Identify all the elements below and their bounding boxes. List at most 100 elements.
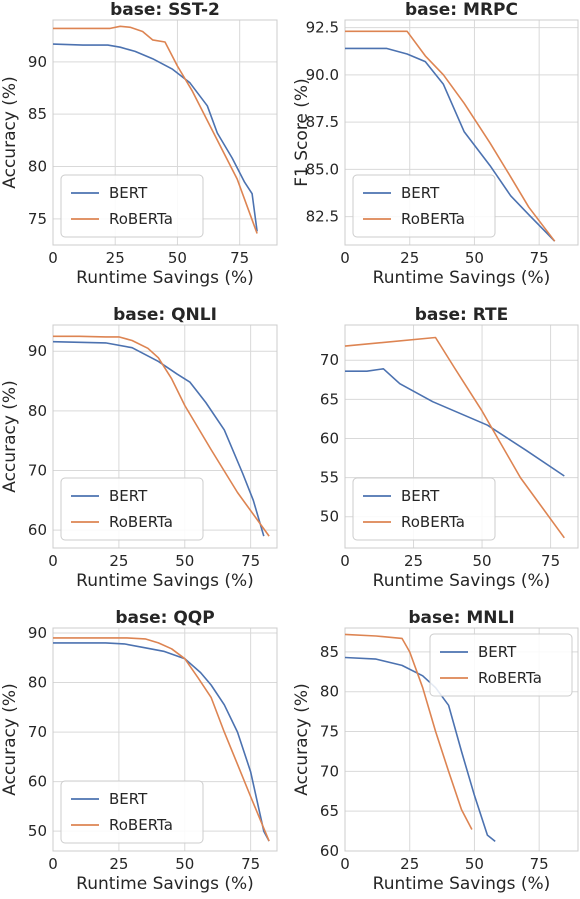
y-tick-label: 70 [28,723,47,741]
x-tick-label: 75 [241,552,260,570]
x-axis-label: Runtime Savings (%) [76,268,254,288]
y-tick-label: 80 [28,674,47,692]
legend: BERT RoBERTa [429,633,573,697]
y-tick-label: 60 [28,773,47,791]
y-axis-label: Accuracy (%) [292,683,312,795]
y-tick-label: 75 [320,723,339,741]
chart-title: base: MNLI [408,608,514,628]
legend: BERT RoBERTa [60,477,204,541]
y-tick-label: 85 [28,105,47,123]
legend-label-roberta: RoBERTa [401,210,465,228]
y-tick-label: 80 [320,683,339,701]
series-line-roberta [53,335,270,537]
x-tick-label: 0 [340,249,350,267]
series-line-bert [52,43,258,232]
x-axis-label: Runtime Savings (%) [373,874,551,894]
x-tick-label: 0 [340,855,350,873]
y-tick-label: 70 [320,762,339,780]
legend: BERT RoBERTa [60,174,204,238]
legend-label-bert: BERT [109,487,148,505]
plot-frame [52,627,278,852]
series-line-bert [53,642,270,842]
x-tick-label: 50 [175,855,194,873]
subplot-6: base: MNLI 0 25 50 75 60 65 70 75 80 85 Runtime Sav… [292,608,579,894]
y-tick-label: 90 [28,342,47,360]
x-tick-label: 50 [473,552,492,570]
legend-box [352,477,496,541]
chart-title: base: MRPC [405,0,518,20]
series-line-roberta [53,25,258,234]
x-tick-label: 25 [400,249,419,267]
x-tick-label: 50 [175,552,194,570]
y-tick-label: 60 [320,429,339,447]
chart-title: base: QQP [115,608,214,628]
plot-frame [344,324,579,549]
x-tick-label: 0 [48,855,58,873]
legend-box [352,174,496,238]
legend-label-bert: BERT [401,184,440,202]
y-tick-label: 80 [28,402,47,420]
y-tick-label: 50 [320,508,339,526]
y-tick-label: 70 [28,461,47,479]
x-tick-label: 0 [340,552,350,570]
legend-label-roberta: RoBERTa [478,669,542,687]
legend-box [60,477,204,541]
chart-title: base: QNLI [113,305,217,325]
y-tick-label: 60 [320,842,339,860]
legend-box [60,174,204,238]
y-tick-label: 75 [28,210,47,228]
chart-title: base: SST-2 [110,0,220,20]
legend-label-roberta: RoBERTa [109,210,173,228]
y-tick-label: 65 [320,390,339,408]
legend-label-roberta: RoBERTa [109,816,173,834]
y-tick-label: 70 [320,351,339,369]
legend-label-roberta: RoBERTa [401,513,465,531]
legend-label-bert: BERT [401,487,440,505]
series-line-roberta [344,633,473,830]
x-tick-label: 25 [106,249,125,267]
subplot-2: base: MRPC 0 25 50 75 82.5 85.0 87.5 90.0 92.5 Run… [292,0,579,288]
x-tick-label: 25 [400,855,419,873]
y-tick-label: 92.5 [306,19,339,37]
chart-title: base: RTE [415,305,509,325]
subplot-1: base: SST-2 0 25 50 75 75 80 85 90 Runtime Saving… [0,0,278,288]
x-tick-label: 75 [230,249,249,267]
y-tick-label: 60 [28,521,47,539]
y-tick-label: 90 [28,624,47,642]
y-axis-label: Accuracy (%) [0,380,20,492]
series-line-roberta [345,30,556,242]
legend: BERT RoBERTa [352,477,496,541]
series-line-bert [345,368,565,477]
plot-frame [52,324,278,549]
subplot-4: base: RTE 0 25 50 75 50 55 60 65 70 Runtime Saving… [320,305,579,591]
y-tick-label: 90.0 [306,66,339,84]
x-tick-label: 75 [530,249,549,267]
x-tick-label: 50 [465,855,484,873]
legend-box [60,780,204,844]
x-axis-label: Runtime Savings (%) [76,874,254,894]
y-tick-label: 90 [28,53,47,71]
y-tick-label: 50 [28,822,47,840]
x-tick-label: 25 [109,855,128,873]
legend-label-bert: BERT [109,790,148,808]
series-line-roberta [344,336,565,539]
y-tick-label: 80 [28,158,47,176]
plot-frame [344,19,579,246]
legend-label-roberta: RoBERTa [109,513,173,531]
y-axis-label: Accuracy (%) [0,683,20,795]
x-tick-label: 25 [404,552,423,570]
x-tick-label: 75 [541,552,560,570]
y-tick-label: 65 [320,802,339,820]
y-tick-label: 85.0 [306,160,339,178]
plot-frame [344,627,579,852]
legend: BERT RoBERTa [352,174,496,238]
plot-frame [52,19,278,246]
series-line-bert [52,340,265,537]
subplot-3: base: QNLI 0 25 50 75 60 70 80 90 Runtime Savings… [0,305,278,591]
y-axis-label: F1 Score (%) [292,78,312,186]
legend-label-bert: BERT [109,184,148,202]
x-tick-label: 75 [241,855,260,873]
x-tick-label: 50 [168,249,187,267]
